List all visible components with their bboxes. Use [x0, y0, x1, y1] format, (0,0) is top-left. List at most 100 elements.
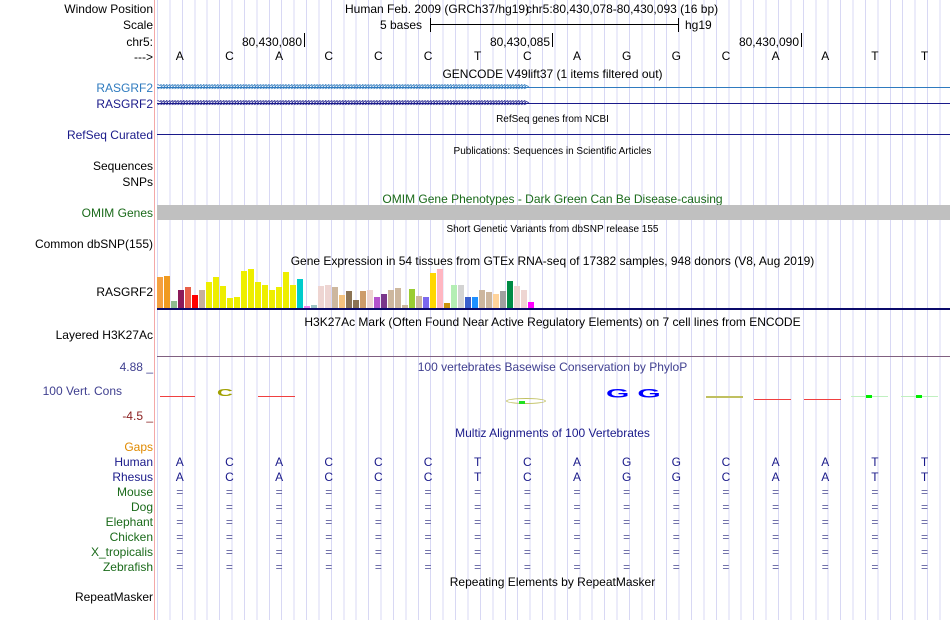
sequences-label[interactable]: Sequences — [92, 159, 153, 173]
gtex-tissue-bar[interactable] — [164, 276, 170, 308]
alignment-base: T — [920, 470, 929, 484]
gtex-tissue-bar[interactable] — [493, 294, 499, 308]
alignment-base: = — [772, 515, 780, 529]
snps-label[interactable]: SNPs — [122, 175, 153, 189]
species-label[interactable]: Elephant — [105, 515, 153, 529]
gtex-tissue-bar[interactable] — [374, 297, 380, 308]
alignment-base: A — [175, 455, 184, 469]
alignment-base: = — [623, 515, 631, 529]
alignment-base: = — [573, 530, 581, 544]
conservation-mark — [519, 401, 525, 404]
gtex-tissue-bar[interactable] — [479, 290, 485, 308]
alignment-base: = — [623, 560, 631, 574]
gtex-tissue-bar[interactable] — [269, 290, 275, 308]
gtex-tissue-bar[interactable] — [339, 295, 345, 308]
gtex-tissue-bar[interactable] — [395, 288, 401, 308]
gtex-tissue-bar[interactable] — [486, 292, 492, 308]
gtex-tissue-bar[interactable] — [297, 279, 303, 308]
species-label[interactable]: Dog — [130, 500, 153, 514]
gtex-tissue-bar[interactable] — [381, 294, 387, 308]
alignment-base: = — [821, 515, 829, 529]
gtex-tissue-bar[interactable] — [514, 286, 520, 308]
gtex-tissue-bar[interactable] — [346, 291, 352, 308]
species-label[interactable]: Mouse — [116, 485, 153, 499]
gtex-tissue-bar[interactable] — [388, 290, 394, 308]
gtex-tissue-bar[interactable] — [206, 282, 212, 308]
gtex-tissue-bar[interactable] — [430, 273, 436, 308]
gencode-transcript[interactable]: >>>>>>>>>>>>>>>>>>>>>>>>>>>>>>>>>>>>>>>>… — [157, 83, 950, 93]
label-separator — [154, 0, 155, 620]
gtex-tissue-bar[interactable] — [185, 287, 191, 308]
alignment-base: = — [176, 500, 184, 514]
gtex-tissue-bar[interactable] — [500, 291, 506, 308]
gtex-tissue-bar[interactable] — [423, 297, 429, 308]
gtex-tissue-bar[interactable] — [465, 297, 471, 308]
gtex-tissue-bar[interactable] — [402, 305, 408, 308]
species-label[interactable]: Rhesus — [112, 470, 153, 484]
gtex-bar-chart[interactable] — [157, 267, 537, 308]
gtex-tissue-bar[interactable] — [458, 285, 464, 308]
gaps-label[interactable]: Gaps — [124, 440, 153, 454]
gtex-tissue-bar[interactable] — [220, 286, 226, 308]
species-label[interactable]: Human — [114, 455, 153, 469]
species-label[interactable]: X_tropicalis — [90, 545, 153, 559]
gtex-tissue-bar[interactable] — [451, 285, 457, 308]
gtex-tissue-bar[interactable] — [332, 287, 338, 308]
alignment-base: = — [424, 485, 432, 499]
phylop-label[interactable]: 100 Vert. Cons — [42, 384, 122, 398]
refseq-label[interactable]: RefSeq Curated — [66, 128, 153, 142]
multiz-title: Multiz Alignments of 100 Vertebrates — [455, 426, 650, 440]
alignment-base: = — [523, 560, 531, 574]
alignment-base: = — [275, 500, 283, 514]
gencode-transcript[interactable]: >>>>>>>>>>>>>>>>>>>>>>>>>>>>>>>>>>>>>>>>… — [157, 99, 950, 109]
refseq-gene-line[interactable] — [157, 134, 950, 135]
gtex-tissue-bar[interactable] — [276, 287, 282, 308]
gtex-tissue-bar[interactable] — [416, 296, 422, 308]
gtex-tissue-bar[interactable] — [472, 297, 478, 308]
gtex-tissue-bar[interactable] — [444, 303, 450, 308]
gtex-tissue-bar[interactable] — [283, 272, 289, 308]
alignment-base: = — [821, 545, 829, 559]
gtex-label[interactable]: RASGRF2 — [96, 285, 153, 299]
gtex-tissue-bar[interactable] — [262, 285, 268, 308]
alignment-base: = — [623, 530, 631, 544]
gtex-tissue-bar[interactable] — [213, 277, 219, 308]
gtex-tissue-bar[interactable] — [178, 290, 184, 308]
alignment-base: = — [672, 485, 680, 499]
gtex-tissue-bar[interactable] — [528, 302, 534, 308]
repeatmasker-label[interactable]: RepeatMasker — [74, 590, 153, 604]
gtex-tissue-bar[interactable] — [311, 305, 317, 308]
gtex-tissue-bar[interactable] — [325, 285, 331, 308]
gtex-tissue-bar[interactable] — [157, 277, 163, 308]
gtex-tissue-bar[interactable] — [409, 289, 415, 308]
gtex-tissue-bar[interactable] — [171, 301, 177, 308]
tick-mark — [801, 33, 802, 47]
gtex-tissue-bar[interactable] — [304, 306, 310, 308]
gtex-tissue-bar[interactable] — [199, 290, 205, 308]
alignment-base: = — [672, 545, 680, 559]
gtex-tissue-bar[interactable] — [318, 286, 324, 308]
gtex-tissue-bar[interactable] — [367, 290, 373, 308]
gtex-tissue-bar[interactable] — [290, 285, 296, 308]
species-label[interactable]: Chicken — [109, 530, 153, 544]
gencode-item-label[interactable]: RASGRF2 — [96, 81, 153, 95]
alignment-base: = — [523, 500, 531, 514]
h3k27ac-label[interactable]: Layered H3K27Ac — [55, 328, 153, 342]
gtex-tissue-bar[interactable] — [353, 300, 359, 308]
gtex-tissue-bar[interactable] — [437, 269, 443, 308]
gencode-item-label[interactable]: RASGRF2 — [96, 97, 153, 111]
gtex-tissue-bar[interactable] — [507, 281, 513, 308]
species-label[interactable]: Zebrafish — [102, 560, 153, 574]
gtex-tissue-bar[interactable] — [192, 295, 198, 308]
gtex-tissue-bar[interactable] — [360, 291, 366, 308]
gtex-tissue-bar[interactable] — [521, 290, 527, 308]
omim-label[interactable]: OMIM Genes — [81, 206, 153, 220]
omim-gene-bar[interactable] — [157, 205, 950, 220]
gtex-tissue-bar[interactable] — [241, 271, 247, 308]
alignment-base: = — [275, 515, 283, 529]
gtex-tissue-bar[interactable] — [248, 269, 254, 308]
gtex-tissue-bar[interactable] — [234, 297, 240, 308]
dbsnp-label[interactable]: Common dbSNP(155) — [34, 237, 153, 251]
gtex-tissue-bar[interactable] — [255, 282, 261, 308]
gtex-tissue-bar[interactable] — [227, 298, 233, 308]
